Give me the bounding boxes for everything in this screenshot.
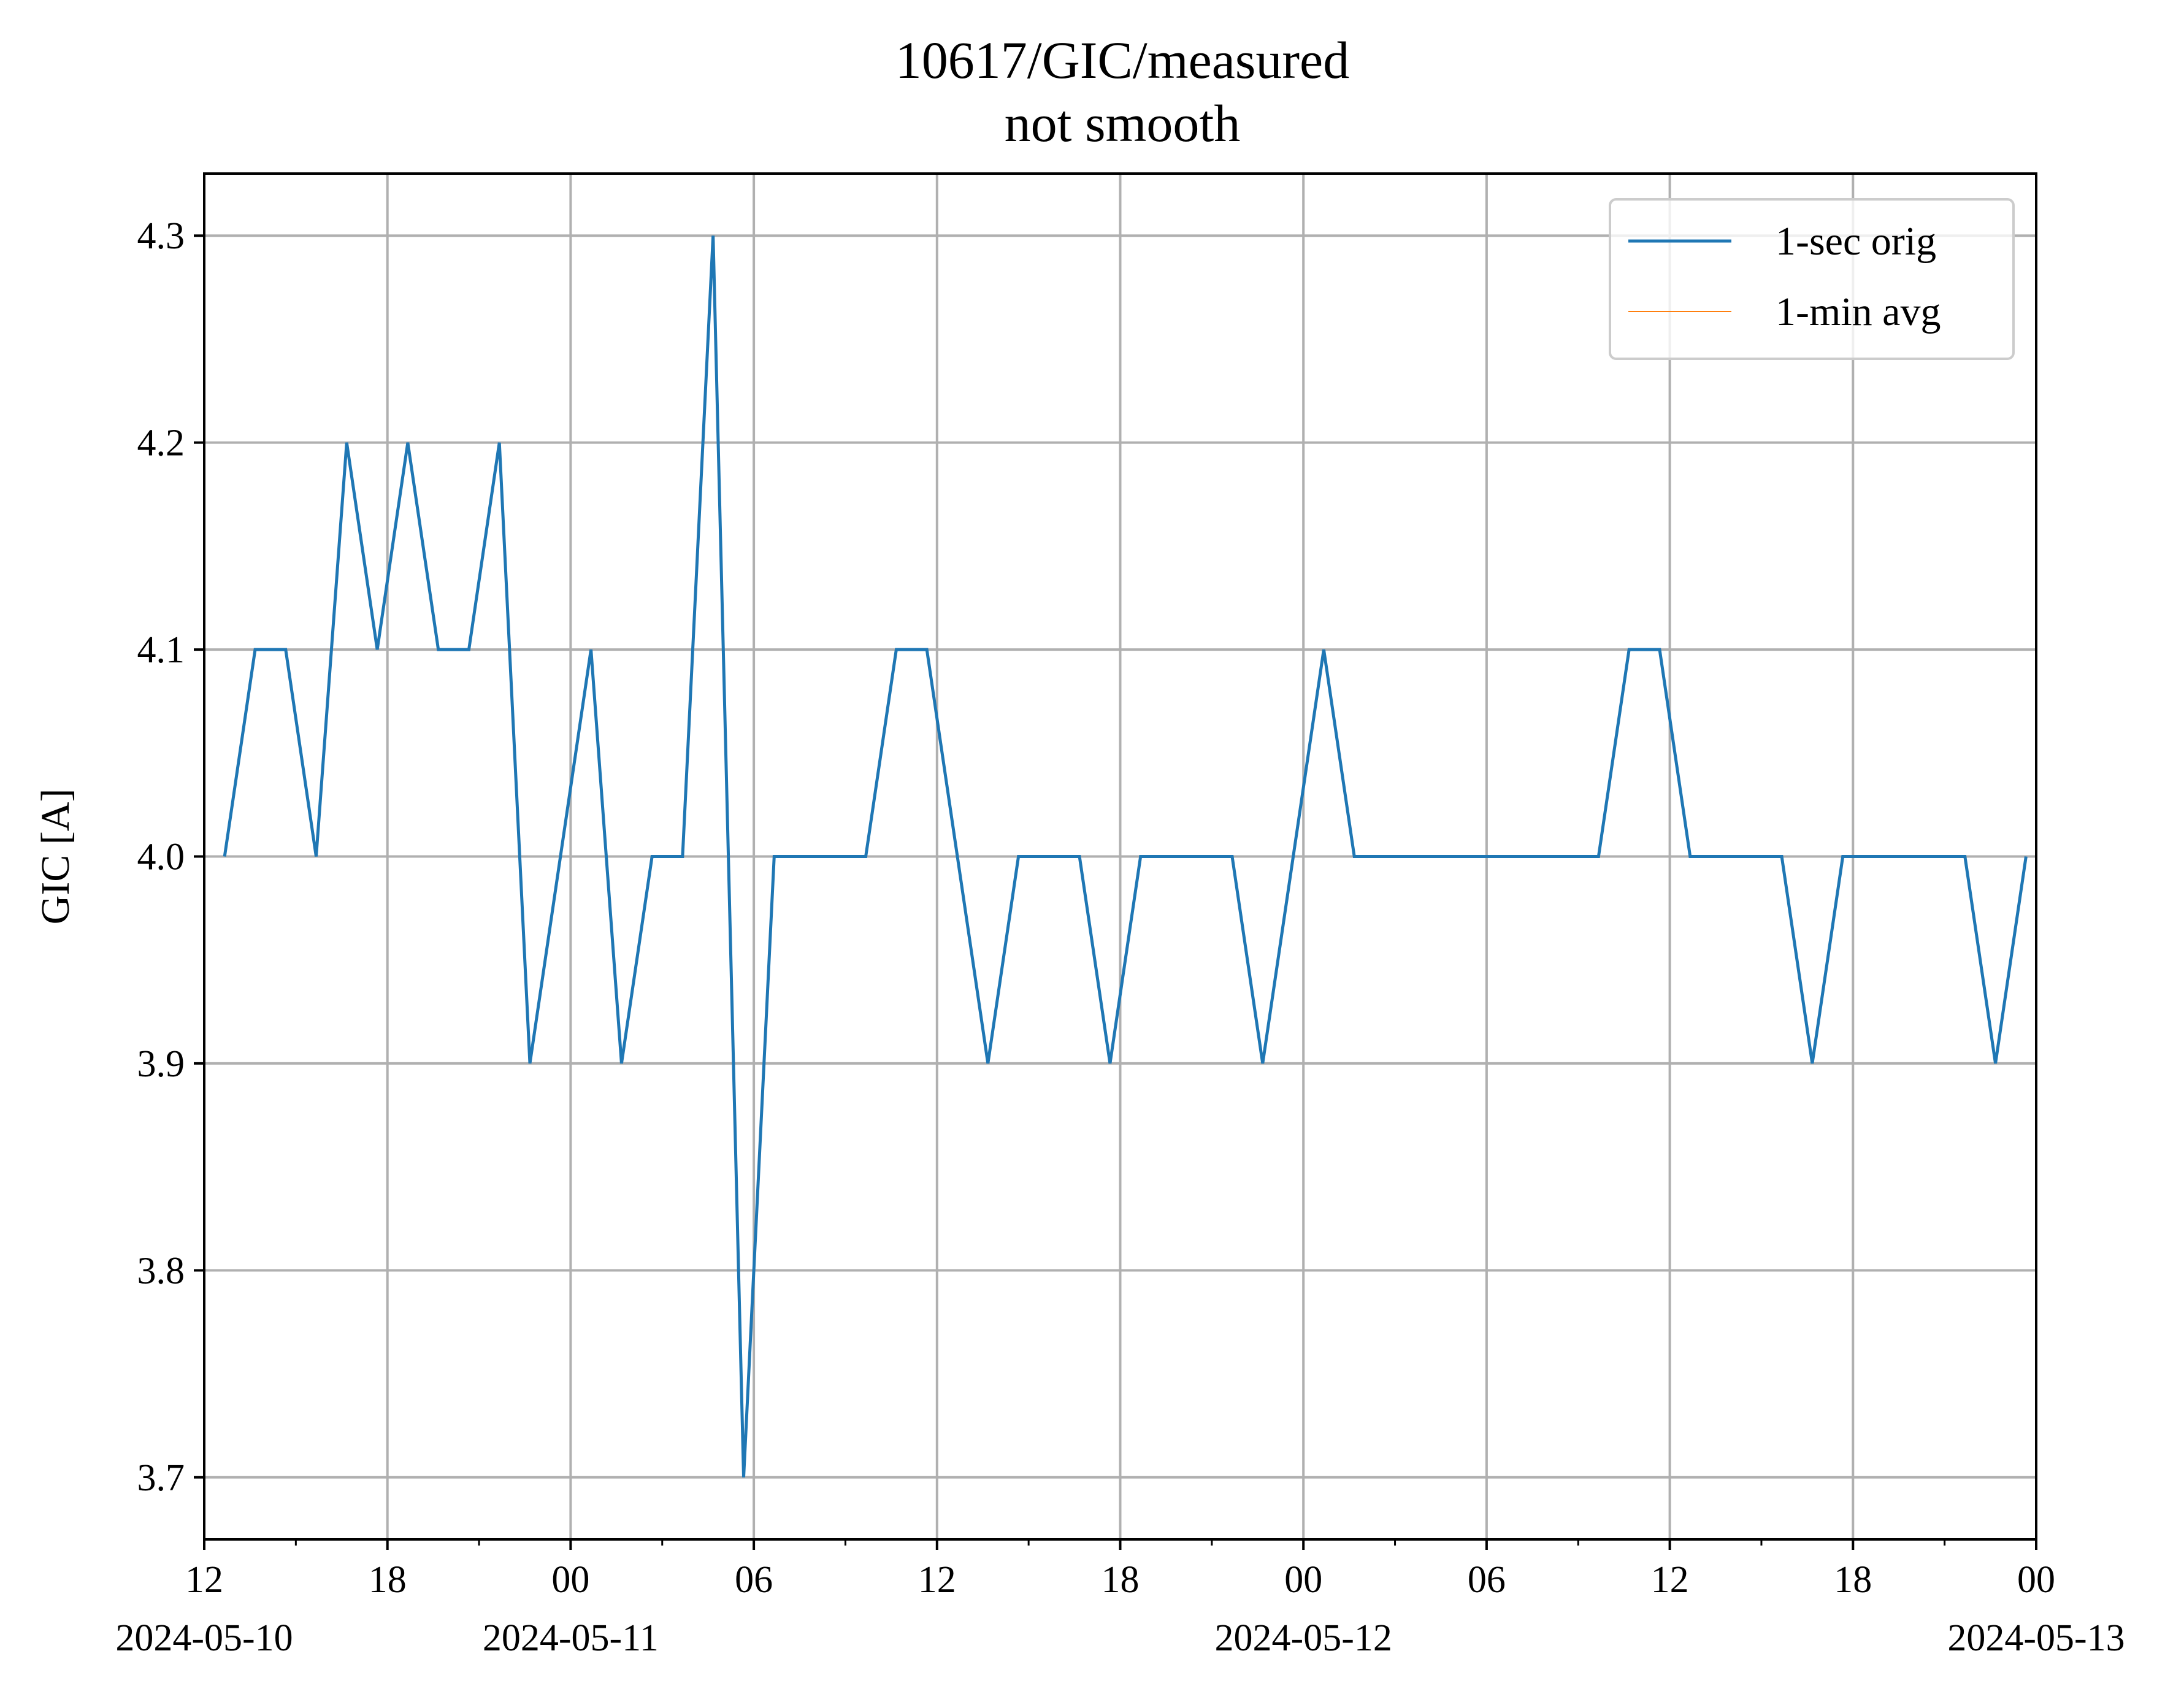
x-date-label: 2024-05-10 <box>115 1617 293 1659</box>
legend-box <box>1609 198 2015 360</box>
x-tick-label: 06 <box>735 1559 773 1601</box>
y-tick-label: 4.0 <box>137 837 185 878</box>
x-axis: 12 2024-05-10 18 00 2024-05-11 06 12 18 00 2024-0… <box>115 1539 2125 1659</box>
x-tick-label: 00 <box>1284 1559 1322 1601</box>
x-tick-label: 00 <box>551 1559 589 1601</box>
y-axis-label: GIC [A] <box>33 789 78 925</box>
y-tick-label: 3.9 <box>137 1043 185 1085</box>
chart-title: 10617/GIC/measured <box>895 31 1349 90</box>
x-date-label: 2024-05-11 <box>483 1617 659 1659</box>
y-tick-label: 3.8 <box>137 1250 185 1292</box>
x-tick-label: 12 <box>918 1559 956 1601</box>
y-tick-label: 4.3 <box>137 215 185 257</box>
y-tick-label: 3.7 <box>137 1457 185 1499</box>
legend: 1-sec orig 1-min avg <box>1609 198 2015 360</box>
chart-title-group: 10617/GIC/measured not smooth <box>895 31 1349 153</box>
x-date-label: 2024-05-12 <box>1215 1617 1392 1659</box>
y-tick-label: 4.1 <box>137 629 185 671</box>
x-tick-label: 18 <box>1102 1559 1140 1601</box>
y-tick-label: 4.2 <box>137 423 185 464</box>
x-tick-label: 00 <box>2017 1559 2055 1601</box>
x-tick-label: 18 <box>1834 1559 1872 1601</box>
chart-subtitle: not smooth <box>1005 94 1241 153</box>
x-tick-label: 06 <box>1468 1559 1506 1601</box>
x-tick-label: 12 <box>1651 1559 1689 1601</box>
x-tick-label: 12 <box>185 1559 223 1601</box>
x-date-label: 2024-05-13 <box>1947 1617 2125 1659</box>
x-tick-label: 18 <box>369 1559 407 1601</box>
legend-label: 1-sec orig <box>1776 219 1936 264</box>
legend-label: 1-min avg <box>1776 289 1941 334</box>
series-layer <box>223 236 2028 1477</box>
y-axis: 3.7 3.8 3.9 4.0 4.1 4.2 4.3 <box>137 215 204 1499</box>
series-line-1 <box>223 236 2028 1477</box>
